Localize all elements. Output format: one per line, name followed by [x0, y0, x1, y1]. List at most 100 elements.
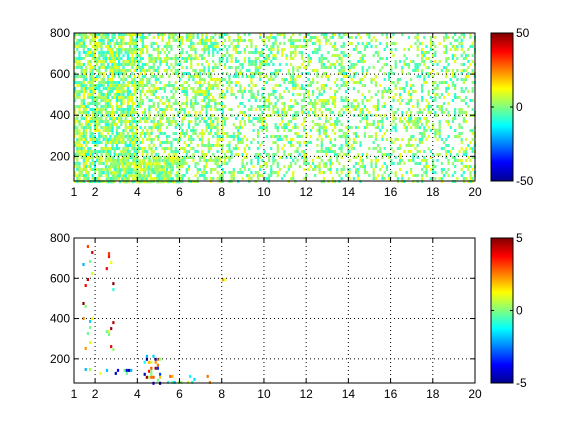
- heatmap-cell: [355, 132, 358, 135]
- heatmap-cell: [176, 165, 179, 169]
- heatmap-cell: [410, 111, 413, 114]
- heatmap-cell: [133, 165, 136, 168]
- heatmap-cell: [145, 180, 148, 184]
- heatmap-cell: [300, 135, 304, 138]
- x-tick-label: 4: [134, 185, 141, 199]
- heatmap-cell: [292, 87, 295, 90]
- heatmap-cell: [454, 135, 457, 138]
- heatmap-cell: [322, 90, 326, 93]
- heatmap-cell: [89, 72, 92, 75]
- heatmap-cell: [221, 177, 224, 180]
- heatmap-cell: [143, 135, 147, 138]
- heatmap-cell: [139, 105, 142, 108]
- heatmap-cell: [115, 108, 118, 111]
- heatmap-cell: [232, 171, 235, 174]
- heatmap-cell: [331, 177, 334, 180]
- heatmap-cell: [74, 162, 77, 165]
- heatmap-cell: [91, 96, 94, 99]
- heatmap-cell: [126, 108, 129, 111]
- heatmap-cell: [467, 66, 470, 69]
- heatmap-cell: [241, 117, 244, 120]
- heatmap-cell: [331, 33, 334, 36]
- heatmap-cell: [272, 156, 275, 159]
- heatmap-cell: [133, 48, 136, 51]
- heatmap-cell: [171, 156, 174, 160]
- heatmap-cell: [374, 162, 377, 165]
- heatmap-cell: [314, 168, 317, 171]
- heatmap-cell: [114, 171, 117, 175]
- heatmap-cell: [139, 84, 142, 87]
- heatmap-cell: [118, 72, 121, 75]
- heatmap-cell: [456, 69, 459, 72]
- heatmap-cell: [331, 111, 334, 114]
- heatmap-cell: [361, 42, 364, 45]
- heatmap-cell: [162, 165, 166, 169]
- heatmap-cell: [350, 42, 353, 45]
- heatmap-cell: [344, 84, 348, 87]
- heatmap-cell: [159, 63, 162, 66]
- heatmap-cell: [85, 54, 88, 57]
- heatmap-cell: [201, 78, 204, 81]
- heatmap-cell: [185, 36, 188, 39]
- heatmap-cell: [91, 317, 94, 320]
- heatmap-cell: [82, 168, 85, 171]
- heatmap-cell: [361, 117, 364, 120]
- heatmap-cell: [120, 141, 123, 144]
- heatmap-cell: [311, 51, 315, 54]
- heatmap-cell: [76, 117, 79, 120]
- heatmap-cell: [469, 174, 472, 177]
- heatmap-cell: [154, 135, 158, 138]
- heatmap-cell: [87, 93, 90, 96]
- heatmap-cell: [443, 39, 446, 42]
- heatmap-cell: [449, 150, 452, 153]
- heatmap-cell: [407, 108, 410, 111]
- heatmap-cell: [146, 117, 149, 120]
- heatmap-cell: [192, 159, 195, 162]
- heatmap-cell: [239, 126, 242, 129]
- heatmap-cell: [84, 347, 87, 350]
- heatmap-cell: [194, 111, 197, 114]
- heatmap-cell: [169, 171, 172, 175]
- heatmap-cell: [392, 99, 395, 102]
- heatmap-cell: [396, 162, 399, 165]
- heatmap-cell: [316, 123, 319, 126]
- heatmap-cell: [316, 96, 319, 99]
- heatmap-cell: [174, 99, 177, 102]
- heatmap-cell: [303, 141, 306, 144]
- heatmap-cell: [250, 120, 253, 123]
- heatmap-cell: [201, 138, 204, 141]
- heatmap-cell: [325, 117, 328, 120]
- heatmap-cell: [274, 39, 277, 42]
- heatmap-cell: [143, 84, 147, 87]
- heatmap-cell: [124, 144, 127, 147]
- heatmap-cell: [451, 99, 454, 102]
- heatmap-cell: [124, 153, 127, 156]
- heatmap-cell: [294, 117, 297, 120]
- heatmap-cell: [407, 93, 410, 96]
- heatmap-cell: [190, 48, 193, 51]
- heatmap-cell: [239, 36, 242, 39]
- heatmap-cell: [146, 153, 149, 156]
- heatmap-cell: [234, 147, 238, 150]
- heatmap-cell: [298, 144, 301, 147]
- heatmap-cell: [366, 45, 369, 48]
- heatmap-cell: [110, 162, 113, 166]
- heatmap-cell: [407, 48, 410, 51]
- heatmap-cell: [96, 153, 99, 156]
- heatmap-cell: [113, 69, 116, 72]
- heatmap-cell: [89, 39, 92, 42]
- heatmap-cell: [383, 162, 386, 165]
- heatmap-cell: [115, 90, 118, 93]
- heatmap-cell: [423, 159, 426, 162]
- heatmap-cell: [135, 153, 138, 156]
- heatmap-cell: [327, 39, 330, 42]
- heatmap-cell: [201, 105, 204, 108]
- heatmap-cell: [432, 90, 435, 93]
- heatmap-cell: [141, 87, 144, 90]
- heatmap-cell: [183, 81, 186, 84]
- heatmap-cell: [338, 54, 341, 57]
- heatmap-cell: [300, 54, 304, 57]
- heatmap-cell: [111, 84, 114, 87]
- heatmap-cell: [394, 123, 397, 126]
- heatmap-cell: [342, 111, 345, 114]
